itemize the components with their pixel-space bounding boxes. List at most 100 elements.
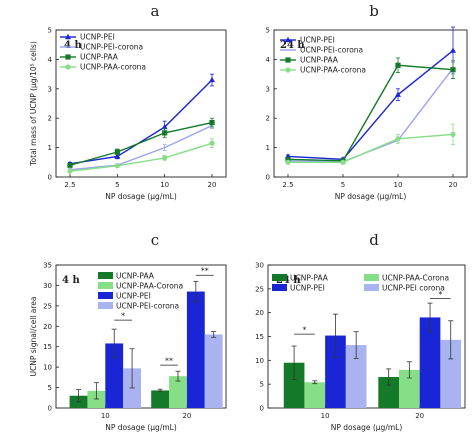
x-tick-label: 20	[415, 412, 424, 420]
x-tick-label: 5	[341, 181, 345, 189]
data-point-ucnp-paa	[114, 149, 120, 155]
significance-label: *	[438, 290, 442, 299]
legend-label: UCNP-PEI	[290, 284, 325, 293]
panel-letter: b	[369, 2, 379, 20]
x-tick-label: 2.5	[282, 181, 293, 189]
y-tick-label: 4	[48, 56, 53, 64]
y-tick-label: 5	[260, 381, 264, 389]
bar-ucnp-paa	[378, 377, 400, 408]
bar-ucnp-pei-corona	[440, 339, 462, 408]
y-tick-label: 3	[48, 85, 52, 93]
legend-swatch	[98, 282, 113, 289]
bar-ucnp-paa-corona	[399, 369, 420, 408]
plot-frame	[273, 29, 468, 178]
legend-swatch	[98, 292, 113, 299]
data-point-ucnp-paa-corona	[114, 163, 120, 169]
y-tick-label: 0	[260, 405, 264, 413]
y-tick-label: 15	[255, 333, 264, 341]
bar-ucnp-pei-corona	[345, 345, 367, 408]
bar-ucnp-paa	[151, 390, 170, 408]
legend-swatch	[272, 274, 287, 281]
legend-label: UCNP-PEI-corona	[300, 46, 363, 55]
y-tick-label: 20	[255, 309, 264, 317]
y-tick-label: 4	[266, 56, 271, 64]
series-line-ucnp-pei	[287, 50, 454, 161]
bar-ucnp-pei	[419, 317, 441, 408]
y-tick-label: 20	[43, 323, 52, 331]
y-tick-label: 1	[48, 144, 52, 152]
legend-label: UCNP-PAA-Corona	[382, 274, 449, 283]
data-point-ucnp-paa	[209, 120, 215, 126]
legend-swatch	[364, 274, 379, 281]
data-point-ucnp-paa	[285, 156, 291, 162]
legend-label: UCNP-PAA	[80, 53, 119, 62]
legend-marker	[65, 54, 71, 60]
legend-marker	[65, 33, 71, 40]
x-tick-label: 2.5	[64, 181, 75, 189]
legend-marker	[285, 36, 291, 43]
x-axis-label: NP dosage (μg/mL)	[105, 192, 177, 201]
y-tick-label: 35	[43, 262, 52, 270]
data-point-ucnp-paa-corona	[162, 155, 168, 161]
panel-d: 0 5 10 15 20 25 30 10 20 NP dosage (μg/mL) d 24 h * *…	[255, 231, 466, 432]
time-label: 4 h	[64, 40, 82, 51]
data-point-ucnp-paa	[162, 130, 168, 136]
bar-ucnp-paa-corona	[169, 376, 187, 408]
legend-label: UCNP-PAA	[290, 274, 329, 283]
data-point-ucnp-paa	[395, 62, 401, 68]
y-tick-label: 5	[48, 27, 52, 35]
y-tick-label: 0	[48, 174, 52, 182]
bar-ucnp-pei	[325, 335, 346, 408]
data-point-ucnp-paa	[450, 67, 456, 73]
x-axis-label: NP dosage (μg/mL)	[105, 423, 177, 432]
panel-letter: a	[151, 2, 160, 20]
legend-label: UCNP-PAA	[300, 56, 339, 65]
legend-label: UCNP-PAA-corona	[80, 63, 146, 72]
x-tick-label: 20	[208, 181, 217, 189]
legend-label: UCNP-PEI-corona	[80, 43, 143, 52]
x-tick-label: 10	[394, 181, 403, 189]
data-point-ucnp-pei	[161, 123, 168, 130]
y-axis-label: Total mass of UCNP (μg/10⁵ cells)	[29, 41, 38, 167]
legend-marker	[285, 57, 291, 63]
y-tick-label: 30	[255, 262, 264, 270]
bar-ucnp-pei	[105, 343, 124, 408]
legend-label: UCNP-PAA-corona	[300, 66, 366, 75]
time-label: 24 h	[280, 40, 305, 51]
legend-label: UCNP-PEI corona	[382, 284, 445, 293]
panel-letter: c	[151, 231, 159, 249]
panel-letter: d	[369, 231, 379, 249]
y-tick-label: 25	[255, 285, 264, 293]
panel-c: 0 5 10 15 20 25 30 35 10 20 NP dosage (μg/mL) UCNP …	[29, 231, 227, 432]
data-point-ucnp-paa-corona	[340, 159, 346, 165]
bar-ucnp-pei-corona	[204, 334, 223, 408]
data-point-ucnp-pei	[395, 91, 401, 97]
y-axis-label: UCNP signal/cell area	[29, 297, 38, 377]
data-point-ucnp-paa-corona	[285, 159, 291, 165]
x-tick-label: 20	[449, 181, 458, 189]
y-tick-label: 25	[43, 302, 52, 310]
legend-swatch	[98, 272, 113, 279]
legend-label: UCNP-PEI-corona	[116, 302, 179, 311]
x-tick-label: 10	[101, 412, 110, 420]
y-tick-label: 15	[43, 343, 52, 351]
legend-swatch	[364, 284, 379, 291]
legend-label: UCNP-PEI	[116, 292, 151, 301]
x-tick-label: 10	[160, 181, 169, 189]
y-tick-label: 10	[43, 364, 52, 372]
y-tick-label: 30	[43, 282, 52, 290]
y-tick-label: 5	[48, 384, 52, 392]
series-line-ucnp-paa	[287, 64, 454, 162]
data-point-ucnp-pei	[114, 153, 121, 159]
data-point-ucnp-paa-corona	[395, 136, 401, 142]
significance-label: **	[201, 267, 209, 276]
y-tick-label: 2	[266, 115, 270, 123]
series-line-ucnp-paa-corona	[288, 133, 454, 164]
data-point-ucnp-pei	[209, 76, 215, 83]
plot-frame	[55, 29, 227, 178]
data-point-ucnp-paa-corona	[67, 168, 73, 174]
y-tick-label: 0	[48, 405, 52, 413]
significance-label: **	[165, 357, 173, 366]
x-tick-label: 20	[182, 412, 191, 420]
